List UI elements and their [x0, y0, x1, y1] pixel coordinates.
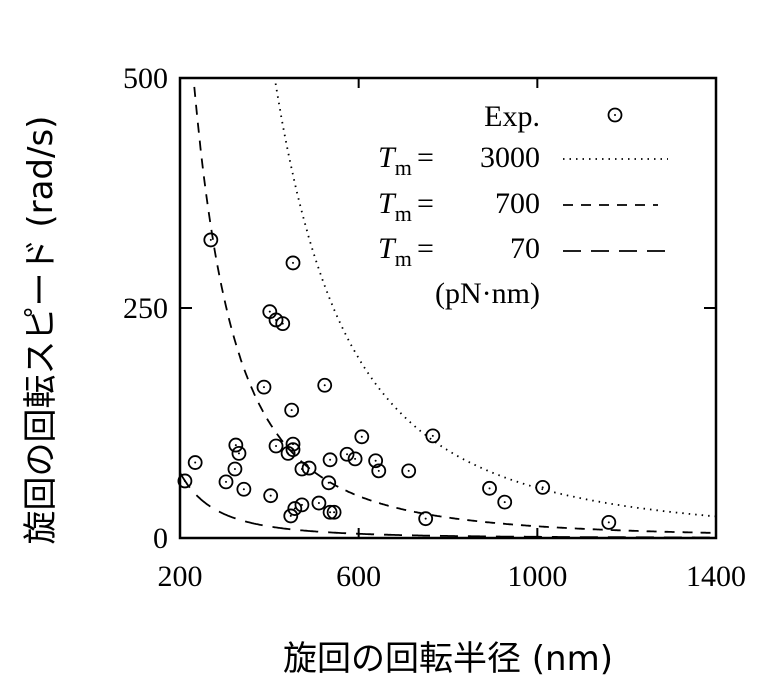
data-point [418, 511, 434, 527]
x-tick-label: 200 [158, 560, 203, 593]
data-point [371, 463, 387, 479]
legend-exp-marker [607, 107, 623, 123]
y-tick-label: 0 [153, 522, 168, 555]
data-point [287, 501, 303, 516]
data-point [263, 488, 279, 504]
svg-text:=: = [417, 141, 434, 174]
data-point [497, 494, 513, 510]
data-point [285, 442, 301, 458]
legend-entry-3000: Tm = 3000 [378, 141, 668, 180]
data-point [347, 451, 363, 467]
data-point [401, 463, 417, 479]
data-point [482, 480, 497, 496]
data-point [425, 428, 441, 444]
data-point [311, 495, 327, 511]
data-point [339, 446, 355, 462]
data-point [187, 455, 203, 470]
data-point [322, 452, 338, 468]
x-tick-label: 600 [336, 560, 381, 593]
svg-text:700: 700 [495, 187, 540, 220]
curve-tm-700 [193, 86, 717, 534]
x-axis-label: 旋回の回転半径 (nm) [283, 639, 613, 679]
svg-text:70: 70 [510, 232, 540, 265]
y-tick-label: 250 [123, 292, 168, 325]
data-point [354, 429, 370, 445]
svg-text:Tm: Tm [378, 187, 412, 226]
svg-text:Tm: Tm [378, 232, 412, 271]
data-point [601, 514, 617, 530]
svg-text:Tm: Tm [378, 141, 412, 180]
data-point [368, 453, 384, 469]
curve-tm-70 [179, 472, 716, 539]
y-axis-label: 旋回の回転スピード (rad/s) [21, 116, 61, 545]
data-point [301, 460, 317, 476]
data-point [275, 316, 291, 332]
data-point [256, 379, 272, 395]
data-point [326, 504, 342, 520]
data-point [268, 438, 284, 454]
data-point [177, 473, 193, 489]
x-tick-label: 1000 [507, 560, 567, 593]
data-point [283, 508, 299, 524]
data-point [231, 445, 247, 461]
legend-unit: (pN·nm) [435, 277, 540, 310]
svg-text:3000: 3000 [480, 141, 540, 174]
x-tick-label: 1400 [686, 560, 746, 593]
data-point [535, 479, 551, 495]
data-point [236, 481, 252, 497]
data-point [322, 504, 338, 520]
svg-text:=: = [417, 187, 434, 220]
data-point [285, 255, 301, 271]
data-point [203, 232, 219, 248]
svg-text:=: = [417, 232, 434, 265]
data-point [227, 461, 243, 477]
data-point [218, 474, 234, 490]
legend-exp-label: Exp. [484, 100, 540, 133]
data-point [284, 402, 300, 418]
y-tick-label: 500 [123, 62, 168, 95]
data-point [321, 475, 337, 491]
legend: Exp. Tm = 3000 Tm = 700 Tm = 70 (pN·nm) [378, 100, 668, 310]
legend-entry-70: Tm = 70 [378, 232, 668, 271]
data-point [228, 437, 244, 453]
data-point [317, 377, 333, 393]
legend-entry-700: Tm = 700 [378, 187, 658, 226]
